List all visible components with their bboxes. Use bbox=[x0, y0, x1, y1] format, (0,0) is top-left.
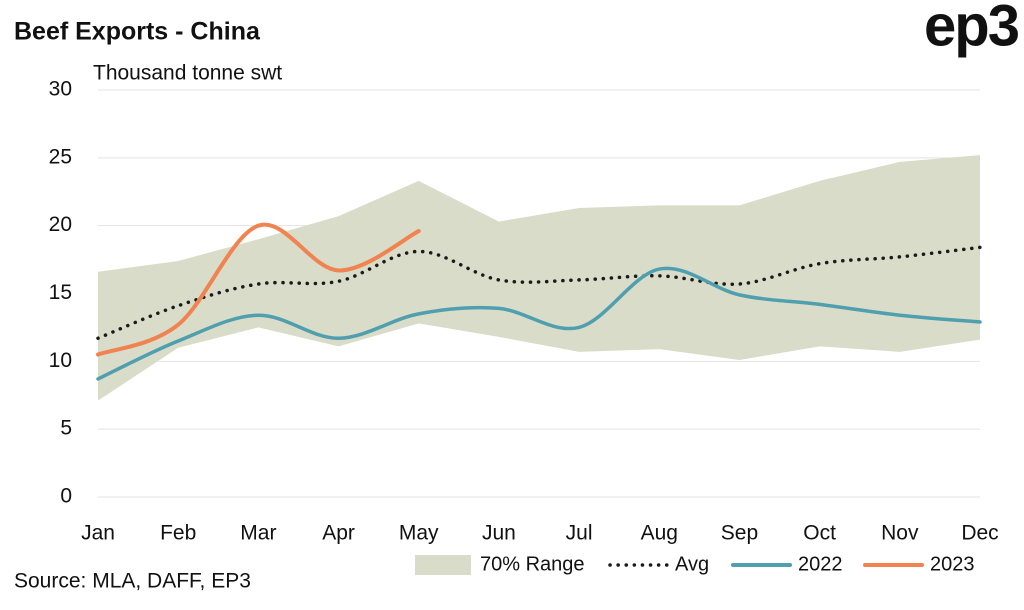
x-tick-label: Aug bbox=[641, 522, 678, 545]
y-axis-label: Thousand tonne swt bbox=[93, 62, 282, 85]
y-tick-label: 0 bbox=[60, 485, 72, 508]
x-tick-label: Feb bbox=[160, 522, 196, 545]
x-tick-label: Mar bbox=[240, 522, 276, 545]
y-tick-label: 25 bbox=[49, 145, 72, 168]
range-area bbox=[98, 155, 980, 401]
y-tick-label: 10 bbox=[49, 349, 72, 372]
series-line bbox=[96, 245, 982, 341]
x-tick-label: Jan bbox=[81, 522, 115, 545]
logo: ep3 bbox=[924, 0, 1019, 58]
y-tick-label: 20 bbox=[49, 213, 72, 236]
y-tick-label: 15 bbox=[49, 281, 72, 304]
x-tick-label: Nov bbox=[881, 522, 919, 545]
series-line bbox=[96, 266, 982, 381]
chart-title: Beef Exports - China bbox=[14, 18, 261, 46]
legend-label: 2023 bbox=[930, 553, 975, 575]
x-tick-label: Sep bbox=[721, 522, 758, 545]
legend-label: 2022 bbox=[798, 553, 843, 575]
x-tick-label: Dec bbox=[961, 522, 998, 545]
x-tick-label: Jul bbox=[566, 522, 593, 545]
x-tick-label: May bbox=[399, 522, 439, 545]
y-tick-label: 30 bbox=[49, 78, 72, 101]
series-line bbox=[96, 222, 421, 357]
y-tick-label: 5 bbox=[60, 417, 72, 440]
x-tick-label: Apr bbox=[322, 522, 355, 545]
legend-label: 70% Range bbox=[480, 553, 585, 575]
legend-swatch bbox=[415, 555, 471, 575]
x-tick-label: Oct bbox=[803, 522, 836, 545]
source-note: Source: MLA, DAFF, EP3 bbox=[14, 570, 251, 593]
x-tick-label: Jun bbox=[482, 522, 516, 545]
legend-label: Avg bbox=[675, 553, 709, 575]
